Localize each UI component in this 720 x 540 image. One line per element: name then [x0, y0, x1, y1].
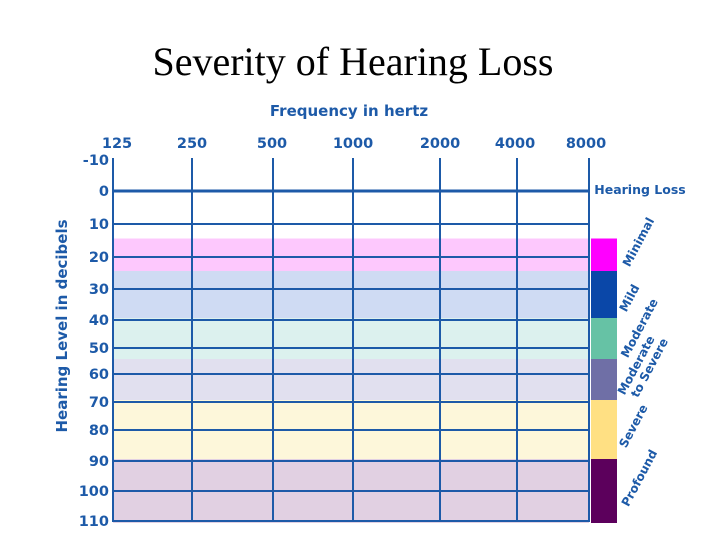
- legend-swatch-minimal: [591, 238, 617, 275]
- y-tick-label: 60: [89, 367, 109, 383]
- legend-swatch-severe: [591, 400, 617, 463]
- y-axis-label: Hearing Level in decibels: [53, 219, 71, 432]
- x-axis-label: Frequency in hertz: [270, 102, 428, 120]
- legend-label-severe: Severe: [616, 402, 650, 450]
- legend-label-moderate-to-severe: Moderateto Severe: [615, 330, 671, 404]
- x-tick-label: 2000: [420, 136, 460, 152]
- y-tick-label: 100: [79, 484, 109, 500]
- x-tick-label: 250: [177, 136, 207, 152]
- slide-title: Severity of Hearing Loss: [152, 39, 554, 84]
- y-tick-label: 10: [89, 217, 109, 233]
- y-tick-label: 70: [89, 395, 109, 411]
- y-tick-label: 90: [89, 454, 109, 470]
- legend-swatch-moderate: [591, 318, 617, 363]
- y-tick-label: 110: [79, 514, 109, 530]
- x-tick-label: 1000: [333, 136, 373, 152]
- x-axis-ticks: 125 250 500 1000 2000 4000 8000: [102, 136, 606, 152]
- y-tick-label: 40: [89, 313, 109, 329]
- y-axis-ticks: -10 0 10 20 30 40 50 60 70 80 90 100 110: [79, 153, 109, 530]
- legend-title: Hearing Loss: [594, 182, 685, 197]
- x-tick-label: 4000: [495, 136, 535, 152]
- legend-label-profound: Profound: [619, 447, 661, 508]
- legend-swatch-mild: [591, 271, 617, 322]
- x-tick-label: 500: [257, 136, 287, 152]
- legend-label-mild: Mild: [617, 282, 643, 314]
- y-tick-label: 50: [89, 341, 109, 357]
- y-tick-label: 30: [89, 282, 109, 298]
- y-tick-label: 80: [89, 423, 109, 439]
- y-tick-label: 0: [99, 184, 109, 200]
- y-tick-label: 20: [89, 250, 109, 266]
- y-tick-label: -10: [83, 153, 109, 169]
- chart-grid: [112, 158, 590, 522]
- x-tick-label: 125: [102, 136, 132, 152]
- legend-label-minimal: Minimal: [620, 215, 657, 269]
- legend-swatch-profound: [591, 459, 617, 523]
- legend-swatch-moderate-to-severe: [591, 359, 617, 404]
- x-tick-label: 8000: [566, 136, 606, 152]
